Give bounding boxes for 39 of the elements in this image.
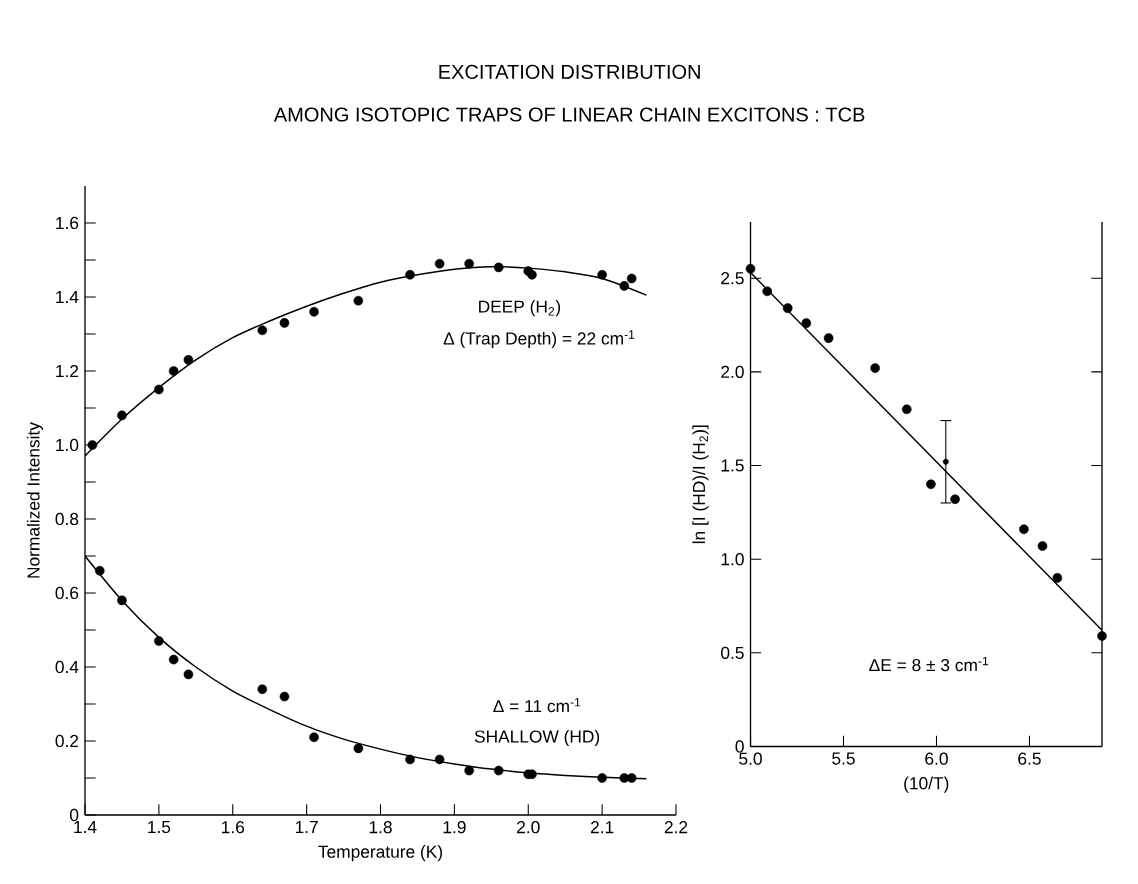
x-tick-label: 1.4 — [74, 821, 97, 833]
y-tick-label: 0.2 — [55, 734, 79, 748]
x-tick-label: 1.8 — [369, 821, 392, 834]
x-tick-label: 2.2 — [664, 821, 688, 834]
y-tick-label: 0 — [69, 808, 79, 822]
x-tick-label: 6.0 — [925, 752, 948, 765]
x-tick-label: 1.5 — [148, 821, 171, 834]
y-tick-label: 1.0 — [721, 553, 744, 566]
x-tick-label: 1.9 — [443, 821, 466, 834]
annotation: Δ (Trap Depth) = 22 cm$^{-1}$ — [443, 330, 635, 349]
chart-subtitle: AMONG ISOTOPIC TRAPS OF LINEAR CHAIN EXCITONS : TCB — [273, 107, 865, 122]
y-tick-label: 1.6 — [56, 216, 79, 230]
y-tick-label: 1.5 — [721, 459, 744, 472]
y-tick-label: 1.0 — [56, 438, 79, 452]
annotation: Δ = 11 cm$^{-1}$ — [493, 697, 581, 713]
y-tick-label: 1.4 — [56, 291, 79, 303]
x-tick-label: 6.5 — [1018, 752, 1041, 765]
y-tick-label: 0.8 — [55, 512, 79, 526]
x-axis-title: Temperature (K) — [318, 845, 443, 862]
annotation: SHALLOW (HD) — [474, 729, 600, 747]
x-tick-label: 1.6 — [222, 821, 245, 834]
y-tick-label: 0.6 — [55, 586, 79, 600]
annotation: DEEP (H$_{2}$) — [479, 300, 561, 317]
x-tick-label: 1.7 — [295, 821, 318, 833]
y-tick-label: 0.5 — [721, 646, 744, 659]
y-axis-title: ln [I (HD)/I (H$_{2}$)] — [692, 425, 709, 544]
annotation: ΔE = 8 ± 3 cm$^{-1}$ — [869, 656, 989, 672]
x-tick-label: 2.0 — [517, 821, 540, 834]
x-tick-label: 5.0 — [739, 752, 762, 765]
y-tick-label: 1.2 — [56, 364, 79, 378]
y-tick-label: 0 — [735, 740, 744, 753]
y-tick-label: 2.0 — [721, 365, 744, 378]
x-tick-label: 2.1 — [590, 821, 614, 834]
x-axis-title: (10/T) — [904, 776, 949, 793]
y-tick-label: 0.4 — [55, 660, 79, 674]
x-tick-label: 5.5 — [832, 752, 855, 765]
chart-title: EXCITATION DISTRIBUTION — [439, 64, 700, 79]
y-tick-label: 2.5 — [721, 272, 744, 285]
y-axis-title: Normalized Intensity — [26, 422, 44, 578]
